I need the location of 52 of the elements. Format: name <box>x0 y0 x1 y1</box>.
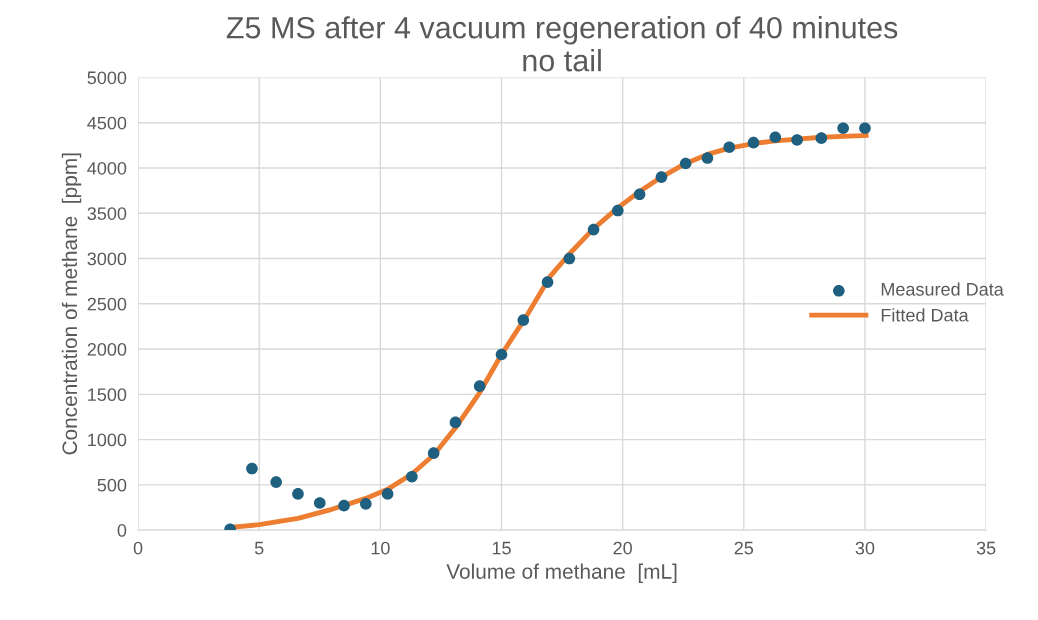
y-tick-label: 500 <box>97 478 127 492</box>
x-tick-label: 30 <box>855 541 875 555</box>
point <box>541 276 554 288</box>
point <box>769 131 782 144</box>
point <box>381 488 394 500</box>
y-tick-label: 2500 <box>87 297 127 311</box>
y-tick-label: 5000 <box>87 71 127 85</box>
x-tick-label: 15 <box>492 541 511 555</box>
point <box>338 499 350 512</box>
legend-label: Measured Data <box>881 282 1004 296</box>
chart-title: Z5 MS after 4 vacuum regeneration of 40 minutes no tail <box>226 16 898 72</box>
x-tick-label: 5 <box>254 541 264 555</box>
y-tick-label: 3000 <box>87 252 127 266</box>
y-tick-label: 2000 <box>87 342 127 356</box>
point <box>633 188 646 201</box>
point <box>313 497 326 509</box>
point <box>612 204 624 217</box>
point <box>270 476 282 488</box>
point <box>747 136 760 149</box>
point <box>473 380 486 392</box>
point <box>679 157 692 170</box>
x-tick-label: 35 <box>976 541 996 555</box>
point <box>360 498 372 510</box>
y-tick-label: 0 <box>117 524 127 537</box>
point <box>449 416 462 429</box>
point <box>791 134 803 146</box>
y-tick-label: 1500 <box>88 388 127 402</box>
point <box>587 223 600 236</box>
y-tick-label: 4500 <box>87 116 127 130</box>
point <box>815 132 828 144</box>
point <box>655 171 668 183</box>
y-axis-title: Concentration of methane [ppm] <box>61 153 82 455</box>
point <box>292 488 304 500</box>
point <box>563 252 576 265</box>
x-axis-title: Volume of methane [mL] <box>446 563 677 584</box>
point <box>406 470 418 483</box>
point <box>859 122 871 134</box>
point <box>427 447 440 459</box>
point <box>701 152 714 164</box>
x-tick-label: 0 <box>133 541 143 555</box>
point <box>495 348 508 361</box>
x-tick-label: 10 <box>371 541 390 555</box>
point <box>837 122 849 134</box>
x-tick-label: 20 <box>613 541 632 555</box>
point <box>246 462 258 475</box>
y-tick-label: 3500 <box>87 207 127 220</box>
y-tick-label: 1000 <box>88 433 127 447</box>
y-tick-label: 4000 <box>87 161 127 175</box>
legend-label: Fitted Data <box>881 308 969 322</box>
point <box>517 314 530 326</box>
point <box>723 141 736 154</box>
x-tick-label: 25 <box>734 541 754 555</box>
